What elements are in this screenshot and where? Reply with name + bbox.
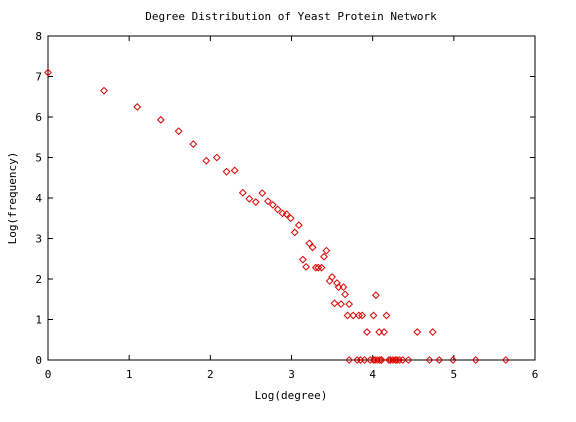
data-point xyxy=(290,228,299,237)
data-point xyxy=(349,311,358,320)
data-point xyxy=(345,356,354,364)
data-point xyxy=(377,356,386,364)
y-tick-label: 1 xyxy=(35,314,42,327)
data-point xyxy=(333,279,341,287)
y-tick-label: 5 xyxy=(35,152,42,165)
data-point xyxy=(298,255,307,264)
data-point xyxy=(328,273,336,281)
data-point xyxy=(358,311,367,320)
x-tick-label: 2 xyxy=(207,368,214,381)
data-point xyxy=(501,356,510,364)
data-point xyxy=(398,356,407,364)
data-point xyxy=(100,86,108,95)
data-point xyxy=(230,166,239,175)
data-point xyxy=(395,356,404,364)
data-point xyxy=(330,299,339,308)
chart-title: Degree Distribution of Yeast Protein Net… xyxy=(145,10,437,23)
data-point xyxy=(393,356,401,364)
plot-frame xyxy=(47,35,536,361)
data-point xyxy=(363,328,371,336)
data-point xyxy=(282,210,291,219)
x-tick-label: 6 xyxy=(532,368,539,381)
y-tick-label: 2 xyxy=(35,273,42,286)
x-tick-label: 0 xyxy=(45,368,52,381)
data-point xyxy=(264,197,272,206)
data-point xyxy=(345,300,354,309)
y-axis: 0 1 2 3 4 5 6 7 8 xyxy=(35,30,535,367)
data-point xyxy=(343,311,352,320)
data-point xyxy=(471,356,480,364)
data-point xyxy=(133,102,142,111)
data-point xyxy=(325,277,334,285)
data-point xyxy=(372,291,380,300)
x-axis-label: Log(degree) xyxy=(255,389,328,402)
y-tick-label: 6 xyxy=(35,111,42,124)
data-point xyxy=(311,263,320,272)
data-point xyxy=(258,189,267,198)
data-point xyxy=(212,153,221,162)
data-point xyxy=(238,188,247,197)
data-point xyxy=(339,283,348,292)
data-point xyxy=(449,356,457,364)
data-point xyxy=(189,140,198,149)
data-points xyxy=(44,68,510,364)
y-tick-label: 3 xyxy=(35,233,42,246)
data-point xyxy=(435,356,444,364)
data-point xyxy=(428,328,437,336)
data-point xyxy=(425,356,434,364)
y-tick-label: 7 xyxy=(35,71,42,84)
data-point xyxy=(382,311,391,320)
data-point xyxy=(369,311,378,320)
data-point xyxy=(308,243,317,252)
y-tick-label: 8 xyxy=(35,30,42,43)
data-point xyxy=(268,200,277,209)
data-point xyxy=(286,214,295,223)
data-point xyxy=(341,290,349,299)
data-point xyxy=(353,356,362,364)
y-axis-label: Log(frequency) xyxy=(6,152,19,245)
data-point xyxy=(413,328,422,336)
x-tick-label: 4 xyxy=(369,368,376,381)
data-point xyxy=(251,198,260,206)
data-point xyxy=(273,205,282,214)
data-point xyxy=(245,194,254,203)
data-point xyxy=(380,328,388,336)
data-point xyxy=(322,246,331,255)
data-point xyxy=(305,239,314,248)
data-point xyxy=(294,221,303,230)
data-point xyxy=(302,262,311,271)
data-point xyxy=(174,127,183,136)
data-point xyxy=(317,263,326,272)
data-point xyxy=(314,263,323,272)
y-tick-label: 4 xyxy=(35,192,42,205)
data-point xyxy=(44,68,52,77)
data-point xyxy=(337,300,345,309)
data-point xyxy=(354,311,363,320)
data-point xyxy=(376,356,384,364)
x-tick-label: 3 xyxy=(288,368,295,381)
x-tick-label: 1 xyxy=(126,368,133,381)
data-point xyxy=(202,156,211,165)
data-point xyxy=(320,252,328,261)
data-point xyxy=(222,167,231,176)
data-point xyxy=(404,356,413,364)
x-tick-label: 5 xyxy=(451,368,458,381)
data-point xyxy=(360,356,369,364)
data-point xyxy=(156,115,165,124)
x-axis: 0 1 2 3 4 5 6 xyxy=(45,36,539,381)
y-tick-label: 0 xyxy=(35,354,42,367)
